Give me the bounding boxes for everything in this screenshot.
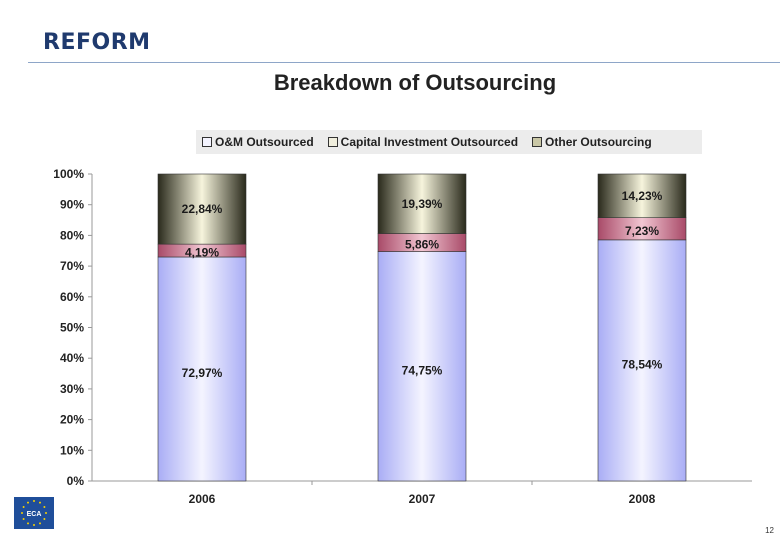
logo-star [45,512,47,514]
header-divider [28,62,780,63]
data-label: 5,86% [405,238,439,252]
y-tick-label: 50% [60,321,84,335]
legend-item-other: Other Outsourcing [532,135,652,149]
bar-segment [377,173,467,234]
legend-swatch-capital [327,137,338,147]
legend-item-om: O&M Outsourced [202,135,314,149]
logo-star [22,506,25,508]
legend-label-other: Other Outsourcing [545,135,652,149]
logo-star [39,501,41,504]
data-label: 19,39% [402,197,443,211]
logo-text: ECA [27,511,42,518]
page-number: 12 [765,526,774,535]
logo-star [27,501,29,504]
eca-logo: ECA [14,497,54,529]
data-label: 78,54% [622,357,663,371]
page-header-title: REFORM [43,30,151,55]
bar-segment [157,173,247,245]
legend-label-om: O&M Outsourced [215,135,314,149]
y-tick-label: 70% [60,259,84,273]
x-tick-label: 2008 [629,492,656,506]
data-label: 14,23% [622,189,663,203]
chart-data-labels: 72,97% 4,19% 22,84% 74,75% 5,86% 19,39% 78,54%… [182,189,663,380]
logo-star [22,518,25,520]
logo-star [21,512,23,514]
chart-bars [157,173,687,482]
y-tick-label: 0% [67,474,85,488]
legend-label-capital: Capital Investment Outsourced [340,135,519,149]
y-tick-label: 20% [60,413,84,427]
logo-star [43,506,46,508]
logo-star [33,500,35,502]
data-label: 74,75% [402,363,443,377]
chart-title: Breakdown of Outsourcing [273,70,557,95]
logo-star [39,522,41,525]
chart-legend: O&M Outsourced Capital Investment Outsou… [196,130,702,154]
x-tick-label: 2006 [189,492,216,506]
data-label: 7,23% [625,224,659,238]
data-label: 4,19% [185,246,219,260]
legend-swatch-other [532,137,543,147]
legend-swatch-om [202,137,212,147]
y-tick-label: 60% [60,290,84,304]
y-tick-label: 10% [60,443,84,457]
logo-star [33,524,35,526]
bar-segment [157,256,247,482]
y-tick-label: 40% [60,351,84,365]
y-tick-label: 90% [60,198,84,212]
logo-star [27,522,29,525]
bar-segment [377,251,467,482]
y-tick-label: 100% [53,167,84,181]
y-tick-label: 30% [60,382,84,396]
y-tick-label: 80% [60,228,84,242]
data-label: 72,97% [182,366,223,380]
x-tick-label: 2007 [409,492,436,506]
legend-item-capital: Capital Investment Outsourced [327,135,519,149]
logo-background [14,497,54,529]
logo-star [43,518,46,520]
data-label: 22,84% [182,202,223,216]
logo-stars [21,500,47,526]
bar-segment [597,173,687,218]
chart-axes: 0% 10% 20% 30% 40% 50% 60% 70% 80% 90% 100% 2006 200… [53,167,752,506]
bar-segment [597,239,687,482]
